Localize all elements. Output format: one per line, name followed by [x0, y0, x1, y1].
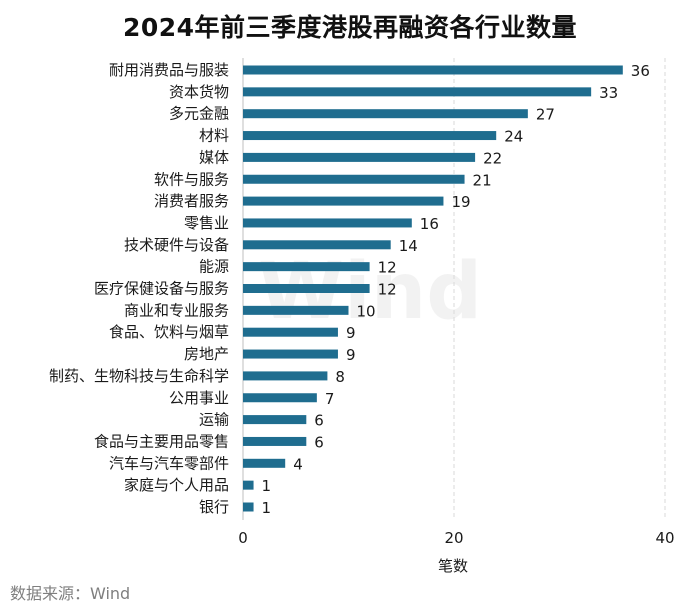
category-label: 技术硬件与设备: [124, 236, 229, 254]
category-label: 耐用消费品与服装: [109, 61, 229, 79]
bar: [243, 349, 338, 359]
bar: [243, 152, 476, 162]
x-tick-label: 0: [238, 529, 248, 547]
category-label: 消费者服务: [154, 192, 229, 210]
category-label: 商业和专业服务: [124, 301, 229, 319]
data-label: 8: [335, 368, 345, 386]
bar: [243, 393, 317, 403]
category-label: 汽车与汽车零部件: [109, 454, 229, 472]
bar: [243, 218, 412, 228]
bar: [243, 480, 254, 490]
category-label: 食品与主要用品零售: [94, 432, 229, 450]
bar: [243, 196, 444, 206]
category-label: 能源: [199, 258, 229, 276]
data-label: 36: [631, 62, 650, 80]
category-label: 制药、生物科技与生命科学: [49, 367, 229, 385]
category-label: 银行: [199, 498, 229, 516]
data-label: 6: [314, 412, 324, 430]
category-label: 材料: [199, 127, 229, 145]
category-label: 零售业: [184, 214, 229, 232]
bar: [243, 109, 528, 119]
data-label: 27: [536, 106, 555, 124]
data-label: 6: [314, 433, 324, 451]
data-label: 24: [504, 128, 523, 146]
category-label: 医疗保健设备与服务: [94, 280, 229, 298]
bar: [243, 240, 391, 250]
category-label: 媒体: [199, 148, 229, 166]
x-axis-title: 笔数: [438, 557, 468, 575]
data-label: 22: [483, 149, 502, 167]
category-label: 软件与服务: [154, 170, 229, 188]
bars: [243, 65, 623, 512]
data-label: 10: [357, 302, 376, 320]
data-label: 1: [262, 477, 272, 495]
x-axis-ticks: 0 20 40: [238, 529, 674, 547]
data-label: 33: [599, 84, 618, 102]
x-tick-label: 40: [655, 529, 674, 547]
data-label: 14: [399, 237, 418, 255]
data-label: 9: [346, 346, 356, 364]
data-label: 12: [378, 281, 397, 299]
bar: [243, 131, 497, 141]
data-label: 21: [473, 171, 492, 189]
bar: [243, 284, 370, 293]
data-label: 1: [262, 499, 272, 517]
data-label: 9: [346, 324, 356, 342]
bar: [243, 174, 465, 184]
bar: [243, 327, 338, 337]
category-label: 资本货物: [169, 83, 229, 101]
bar: [243, 262, 370, 272]
category-label: 食品、饮料与烟草: [109, 323, 229, 341]
category-labels: 耐用消费品与服装资本货物多元金融材料媒体软件与服务消费者服务零售业技术硬件与设备…: [49, 61, 229, 516]
category-label: 运输: [199, 411, 229, 429]
bar: [243, 458, 286, 468]
category-label: 多元金融: [169, 105, 229, 123]
chart-title: 2024年前三季度港股再融资各行业数量: [122, 13, 578, 42]
bar: [243, 436, 307, 446]
data-label: 4: [293, 455, 303, 473]
data-label: 19: [451, 193, 470, 211]
data-label: 7: [325, 390, 335, 408]
data-label: 12: [378, 259, 397, 277]
category-label: 公用事业: [169, 389, 229, 407]
bar: [243, 87, 592, 97]
category-label: 家庭与个人用品: [124, 476, 229, 494]
category-label: 房地产: [184, 345, 229, 363]
data-label: 16: [420, 215, 439, 233]
bar: [243, 305, 349, 315]
bar: [243, 65, 623, 75]
x-tick-label: 20: [444, 529, 463, 547]
data-source: 数据来源：Wind: [10, 584, 131, 603]
bar: [243, 502, 254, 512]
bar: [243, 371, 328, 381]
bar: [243, 415, 307, 425]
